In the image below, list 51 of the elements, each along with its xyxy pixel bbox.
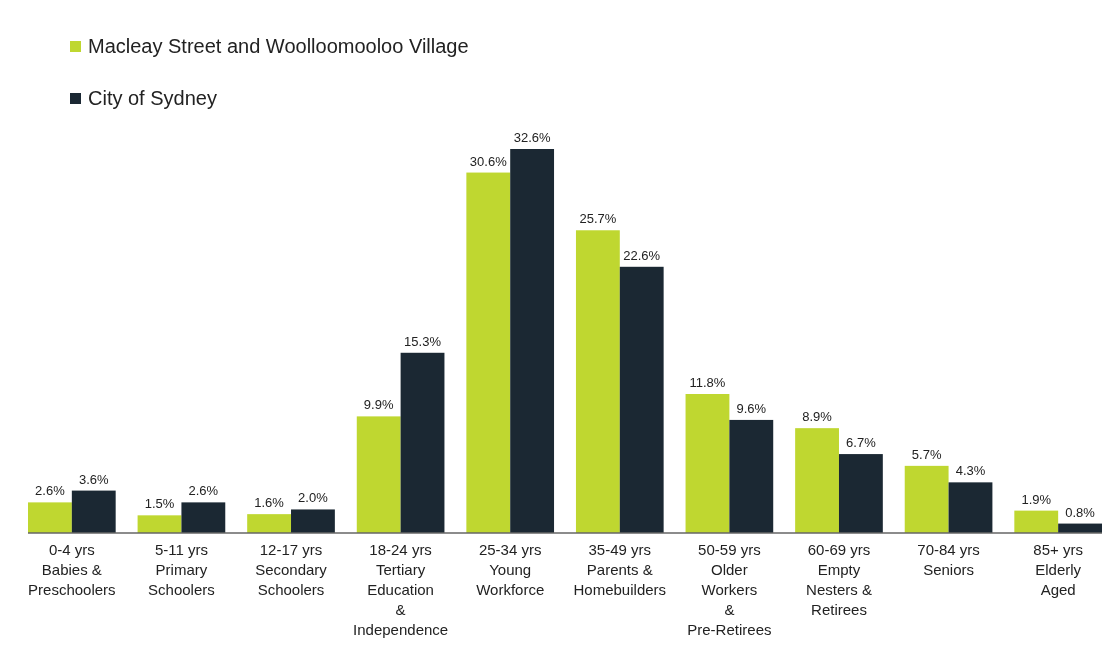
data-label: 30.6% — [469, 153, 508, 169]
x-tick-label: 0-4 yrs Babies & Preschoolers — [28, 541, 116, 598]
legend-label: City of Sydney — [88, 87, 217, 109]
legend-label: Macleay Street and Woolloomooloo Village — [88, 35, 469, 57]
data-label: 11.8% — [689, 375, 726, 391]
bar — [291, 509, 335, 533]
data-label: 3.6% — [78, 471, 110, 487]
bar — [1014, 510, 1059, 533]
bar — [904, 465, 949, 533]
bar — [247, 514, 292, 533]
bar — [71, 490, 116, 533]
bar — [28, 502, 72, 533]
data-label: 1.5% — [144, 496, 175, 512]
x-tick-label: 5-11 yrs Primary Schoolers — [148, 541, 215, 598]
data-label: 8.9% — [802, 409, 833, 425]
data-label: 6.7% — [846, 435, 877, 451]
data-label: 2.6% — [188, 483, 219, 499]
bar — [619, 266, 664, 533]
bar — [729, 419, 774, 533]
x-tick-label: 60-69 yrs Empty Nesters & Retirees — [806, 541, 872, 618]
data-label: 25.7% — [579, 211, 617, 227]
bar — [575, 230, 620, 533]
x-tick-label: 25-34 yrs Young Workforce — [476, 541, 545, 598]
x-tick-label: 18-24 yrs Tertiary Education & Independence — [353, 541, 449, 638]
x-tick-label: 50-59 yrs Older Workers & Pre-Retirees — [687, 541, 772, 638]
bar — [685, 394, 730, 533]
data-label: 2.0% — [298, 490, 329, 506]
bar — [137, 515, 182, 533]
data-label: 15.3% — [404, 333, 442, 349]
x-tick-label: 12-17 yrs Secondary Schoolers — [255, 541, 328, 598]
bar — [466, 172, 511, 533]
bar — [181, 502, 226, 533]
bar — [795, 428, 839, 533]
bar — [838, 454, 883, 533]
x-tick-label: 35-49 yrs Parents & Homebuilders — [573, 541, 667, 598]
data-label: 5.7% — [911, 446, 942, 462]
bar — [948, 482, 993, 533]
data-label: 32.6% — [513, 130, 551, 145]
data-label: 4.3% — [955, 463, 986, 479]
data-label: 1.6% — [254, 495, 285, 511]
data-label: 1.9% — [1021, 491, 1052, 507]
bar — [510, 149, 555, 533]
bar — [356, 416, 401, 533]
data-label: 0.8% — [1065, 504, 1096, 520]
data-label: 9.6% — [736, 400, 767, 416]
bar — [400, 352, 445, 533]
data-label: 2.6% — [35, 483, 66, 499]
x-tick-label: 70-84 yrs Seniors — [917, 541, 980, 578]
data-label: 22.6% — [623, 247, 661, 263]
data-label: 9.9% — [363, 397, 394, 413]
x-tick-label: 85+ yrs Elderly Aged — [1033, 541, 1083, 598]
